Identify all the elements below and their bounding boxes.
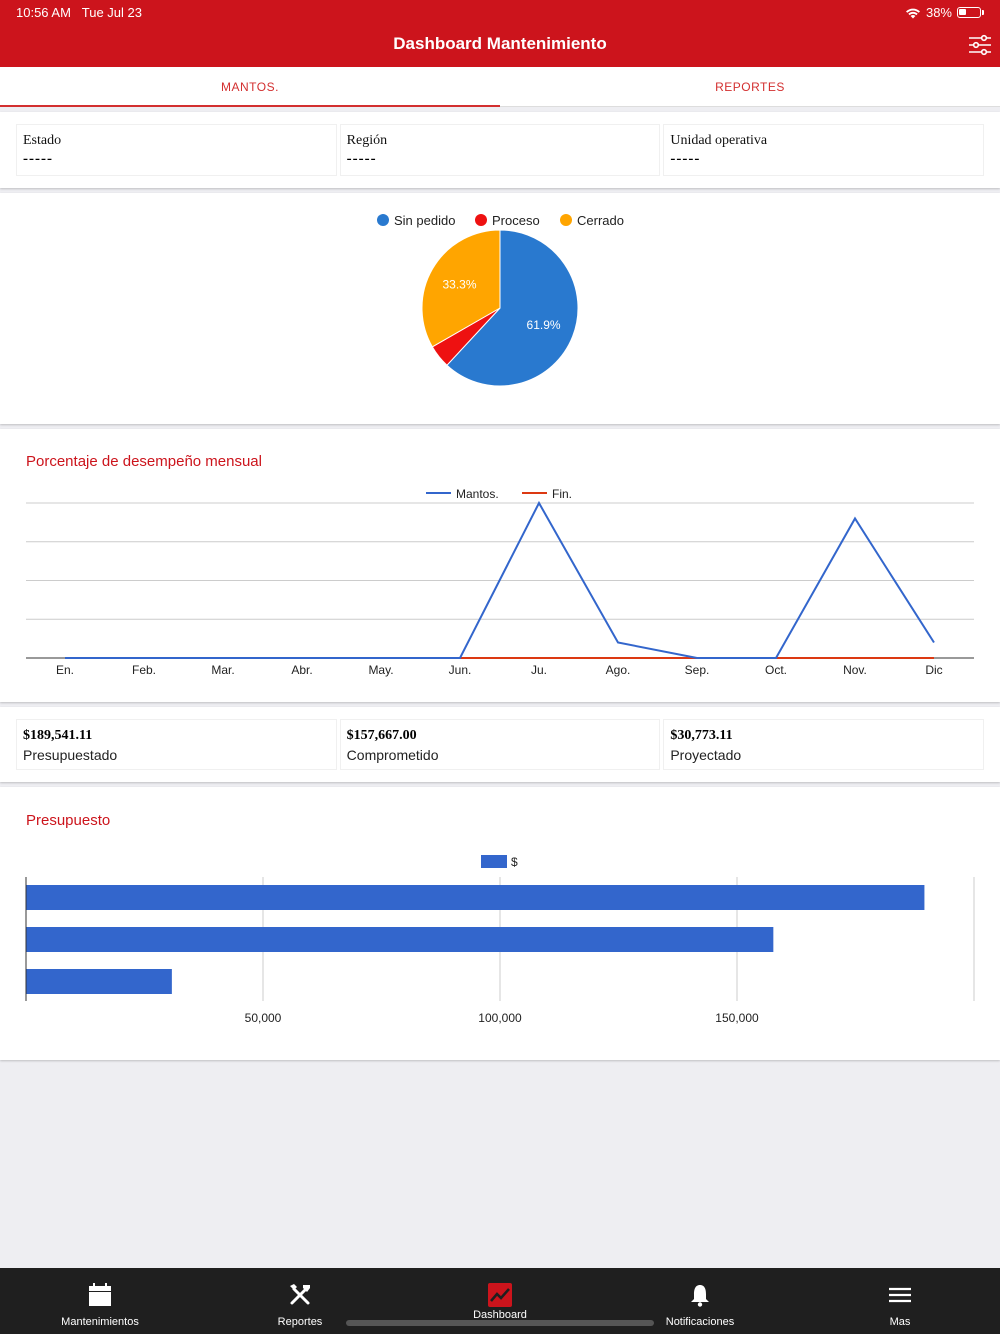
filter-estado[interactable]: Estado ----- xyxy=(16,124,337,176)
amount-value: $157,667.00 xyxy=(346,728,417,743)
filter-region[interactable]: Región ----- xyxy=(339,124,661,176)
x-tick-label: Ju. xyxy=(531,663,547,677)
menu-icon xyxy=(889,1287,911,1303)
bar xyxy=(26,927,774,952)
calendar-icon xyxy=(89,1283,111,1306)
line-chart-title: Porcentaje de desempeño mensual xyxy=(26,453,262,470)
x-tick-label: Oct. xyxy=(765,663,787,677)
page-title: Dashboard Mantenimiento xyxy=(393,34,607,53)
top-tabs: MANTOS. REPORTES xyxy=(0,67,1000,107)
x-tick-label: Sep. xyxy=(685,663,710,677)
bar xyxy=(26,885,925,910)
legend-marker xyxy=(475,214,487,226)
filter-value: ----- xyxy=(346,151,377,167)
amount-value: $30,773.11 xyxy=(670,728,733,743)
battery-level xyxy=(959,9,967,15)
filter-unidad-operativa[interactable]: Unidad operativa ----- xyxy=(663,124,985,176)
tabbar-label: Mas xyxy=(889,1316,911,1328)
sliders-icon xyxy=(969,34,991,56)
x-tick-label: Feb. xyxy=(132,663,156,677)
legend-label: Mantos. xyxy=(456,487,499,501)
amounts-card: $189,541.11 Presupuestado $157,667.00 Co… xyxy=(0,707,1000,782)
legend-marker xyxy=(560,214,572,226)
battery-percent: 38% xyxy=(925,5,952,20)
bar-chart-card: Presupuesto $50,000 100,000 150,000 xyxy=(0,787,1000,1060)
x-tick-label: Nov. xyxy=(843,663,867,677)
line-chart: Mantos. Fin. En. Feb. Mar. Abr. May. Jun. Ju. Ago… xyxy=(26,487,974,677)
x-tick-label: 150,000 xyxy=(715,1011,759,1025)
filter-label: Región xyxy=(346,133,388,148)
line-chart-card: Porcentaje de desempeño mensual Mantos. F… xyxy=(0,429,1000,702)
bell-icon xyxy=(691,1285,709,1307)
x-tick-label: 100,000 xyxy=(478,1011,522,1025)
header: 10:56 AM Tue Jul 23 38% Dashboard Manten… xyxy=(0,0,1000,67)
tab-reportes[interactable]: REPORTES xyxy=(500,67,1000,107)
filter-label: Unidad operativa xyxy=(670,133,768,148)
tabbar-item-mantenimientos[interactable]: Mantenimientos xyxy=(0,1268,200,1334)
status-indicators: 38% xyxy=(905,5,984,20)
pie-chart: Sin pedido Proceso Cerrado 61.9% 33.3% xyxy=(377,213,624,387)
legend-marker xyxy=(481,855,507,868)
amount-label: Presupuestado xyxy=(23,747,118,763)
tools-icon xyxy=(290,1284,310,1305)
tabbar-label: Reportes xyxy=(277,1316,323,1328)
battery-icon xyxy=(957,7,981,18)
bar xyxy=(26,969,172,994)
legend-marker xyxy=(377,214,389,226)
legend-label: Proceso xyxy=(492,213,540,228)
amount-label: Comprometido xyxy=(346,747,439,763)
status-clock: 10:56 AM xyxy=(16,5,71,20)
x-tick-label: Dic xyxy=(925,663,942,677)
tabbar-item-reportes[interactable]: Reportes xyxy=(200,1268,400,1334)
tabbar-label: Mantenimientos xyxy=(61,1316,139,1328)
tabbar-label: Notificaciones xyxy=(665,1316,735,1328)
pie-slice xyxy=(446,229,579,387)
amount-proyectado: $30,773.11 Proyectado xyxy=(663,719,985,770)
status-time: 10:56 AM Tue Jul 23 xyxy=(16,5,142,20)
tabbar-label: Dashboard xyxy=(473,1309,527,1321)
amount-comprometido: $157,667.00 Comprometido xyxy=(339,719,661,770)
legend-label: Fin. xyxy=(552,487,572,501)
filter-label: Estado xyxy=(23,133,62,148)
bar-chart-title: Presupuesto xyxy=(26,812,111,829)
x-tick-label: Ago. xyxy=(606,663,631,677)
filter-value: ----- xyxy=(670,151,701,167)
tab-mantos[interactable]: MANTOS. xyxy=(0,67,500,107)
tabbar-item-mas[interactable]: Mas xyxy=(800,1268,1000,1334)
x-tick-label: En. xyxy=(56,663,74,677)
amount-value: $189,541.11 xyxy=(23,728,93,743)
filter-value: ----- xyxy=(23,151,53,167)
x-tick-label: 50,000 xyxy=(245,1011,282,1025)
status-date: Tue Jul 23 xyxy=(81,5,143,20)
home-indicator xyxy=(346,1320,654,1326)
amount-presupuestado: $189,541.11 Presupuestado xyxy=(16,719,337,770)
legend-label: $ xyxy=(511,855,518,869)
series-line xyxy=(65,500,935,659)
chart-icon xyxy=(488,1283,512,1307)
pie-slice xyxy=(421,229,501,348)
pie-slice-label: 33.3% xyxy=(442,278,476,292)
tabbar-item-notificaciones[interactable]: Notificaciones xyxy=(600,1268,800,1334)
amount-label: Proyectado xyxy=(670,747,742,763)
x-tick-label: Abr. xyxy=(291,663,312,677)
bar-chart: $50,000 100,000 150,000 xyxy=(25,855,975,1025)
legend-label: Sin pedido xyxy=(394,213,455,228)
legend-label: Cerrado xyxy=(577,213,624,228)
x-tick-label: Mar. xyxy=(211,663,234,677)
wifi-icon xyxy=(905,8,920,18)
pie-chart-card: Sin pedido Proceso Cerrado 61.9% 33.3% xyxy=(0,193,1000,424)
filter-button[interactable] xyxy=(968,34,992,56)
filters-card: Estado ----- Región ----- Unidad operati… xyxy=(0,112,1000,188)
battery-tip xyxy=(982,10,984,15)
x-tick-label: May. xyxy=(368,663,393,677)
tabbar-item-dashboard[interactable]: Dashboard xyxy=(400,1268,600,1334)
pie-slice-label: 61.9% xyxy=(527,318,561,332)
x-tick-label: Jun. xyxy=(449,663,472,677)
